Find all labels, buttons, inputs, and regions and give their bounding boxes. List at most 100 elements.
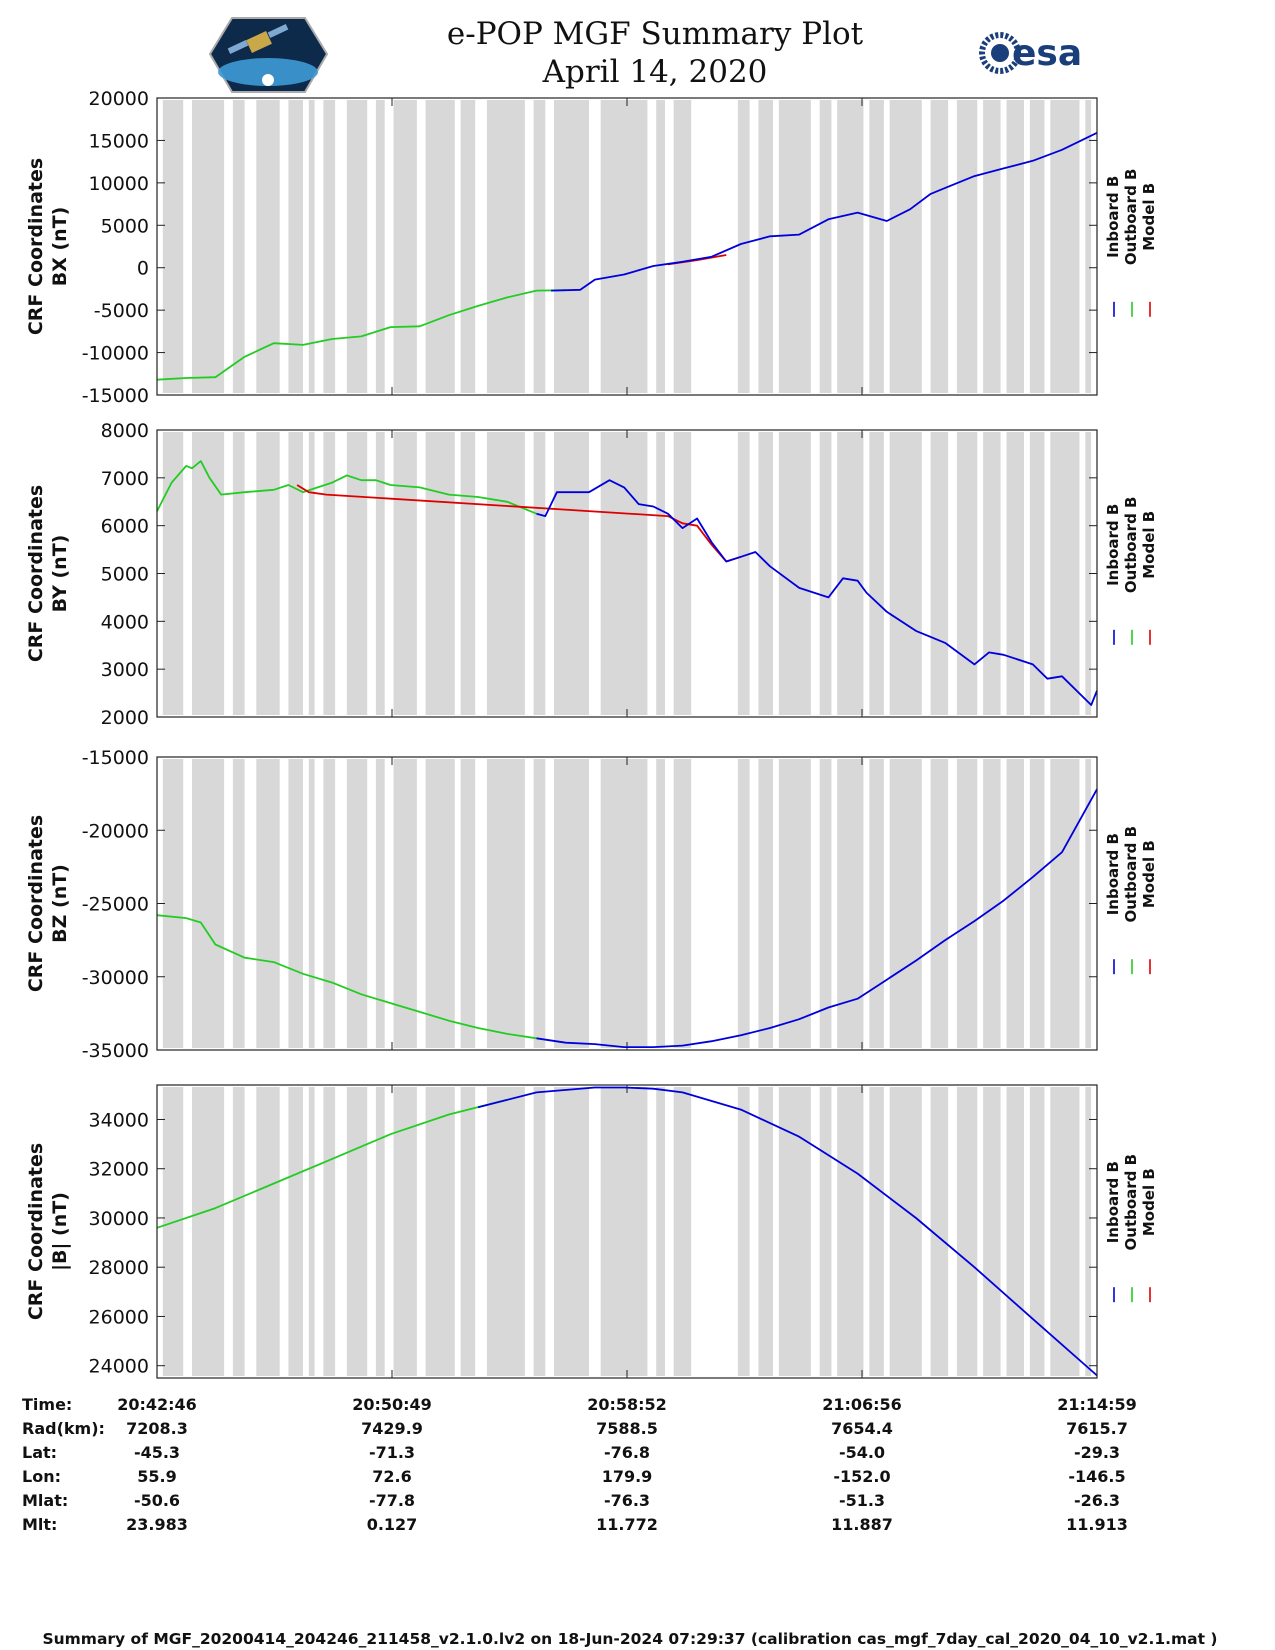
- y-tick-label: 32000: [89, 1159, 149, 1181]
- ephemeris-value: -54.0: [839, 1443, 885, 1462]
- gap-band: [737, 432, 750, 715]
- gap-band: [1085, 100, 1092, 393]
- gap-band: [819, 100, 832, 393]
- gap-band: [256, 759, 280, 1048]
- legend-label-inboard: Inboard B: [1104, 176, 1122, 258]
- gap-band: [837, 759, 864, 1048]
- plot-panels: 20000 15000 10000 5000 0 -5000 -10000 -15000 CRF…: [25, 88, 1158, 1379]
- ephemeris-value: -26.3: [1074, 1491, 1120, 1510]
- gap-band: [737, 1087, 750, 1376]
- gap-band: [673, 100, 692, 393]
- y-tick-label: -25000: [82, 894, 149, 916]
- ephemeris-value: 0.127: [367, 1515, 418, 1534]
- gap-band: [346, 432, 368, 715]
- legend-label-outboard: Outboard B: [1122, 1154, 1140, 1251]
- gap-band: [600, 1087, 648, 1376]
- y-tick-label: 4000: [101, 611, 149, 633]
- plot-frame: [156, 429, 1098, 718]
- legend-label-model: Model B: [1140, 840, 1158, 908]
- y-tick-label: 30000: [89, 1208, 149, 1230]
- gap-band: [930, 432, 949, 715]
- y-tick-label: 7000: [101, 468, 149, 490]
- gap-band: [1029, 1087, 1045, 1376]
- gap-band: [393, 100, 417, 393]
- legend-label-inboard: Inboard B: [1104, 504, 1122, 586]
- y-axis-label: CRF Coordinates: [25, 485, 47, 662]
- legend-label-model: Model B: [1140, 511, 1158, 579]
- y-axis-label: |B| (nT): [49, 1192, 71, 1271]
- gap-band: [930, 100, 949, 393]
- gap-band: [758, 100, 773, 393]
- y-tick-label: 2000: [101, 707, 149, 729]
- gap-band: [486, 759, 525, 1048]
- ephemeris-value: 7429.9: [361, 1419, 423, 1438]
- gap-band: [308, 1087, 315, 1376]
- gap-band: [673, 759, 692, 1048]
- series-outboard-b: [156, 289, 566, 381]
- gap-band: [232, 1087, 245, 1376]
- y-axis-label: CRF Coordinates: [25, 815, 47, 992]
- ephemeris-value: 20:58:52: [587, 1395, 667, 1414]
- ephemeris-value: -77.8: [369, 1491, 415, 1510]
- gap-band: [375, 100, 385, 393]
- ephemeris-value: -152.0: [833, 1467, 890, 1486]
- gap-band: [869, 100, 884, 393]
- y-tick-label: 28000: [89, 1257, 149, 1279]
- ephemeris-row-label: Rad(km):: [22, 1419, 105, 1438]
- y-tick-label: 6000: [101, 516, 149, 538]
- gap-band: [192, 100, 225, 393]
- y-tick-label: -15000: [82, 385, 149, 407]
- footer-caption: Summary of MGF_20200414_204246_211458_v2…: [42, 1630, 1217, 1648]
- gap-band: [232, 759, 245, 1048]
- gap-band: [778, 432, 811, 715]
- gap-band: [837, 100, 864, 393]
- y-tick-label: -5000: [94, 300, 149, 322]
- ephemeris-value: 7588.5: [596, 1419, 658, 1438]
- ephemeris-value: -50.6: [134, 1491, 180, 1510]
- ephemeris-value: -146.5: [1068, 1467, 1125, 1486]
- gap-band: [837, 432, 864, 715]
- gap-band: [819, 432, 832, 715]
- legend-label-model: Model B: [1140, 183, 1158, 251]
- gap-band: [288, 1087, 303, 1376]
- esa-logo-text: esa: [1012, 33, 1082, 74]
- panel-2: 8000 7000 6000 5000 4000 3000 2000 CRF Coordina…: [25, 420, 1158, 729]
- panel-4: 34000 32000 30000 28000 26000 24000 CRF Coordi…: [25, 1084, 1158, 1379]
- gap-band: [162, 1087, 184, 1376]
- gap-band: [656, 432, 665, 715]
- gap-band: [889, 759, 922, 1048]
- gap-band: [869, 432, 884, 715]
- ephemeris-value: 21:14:59: [1057, 1395, 1137, 1414]
- y-axis-label: BY (nT): [49, 535, 71, 613]
- gap-band: [778, 759, 811, 1048]
- gap-band: [425, 432, 455, 715]
- gap-band: [656, 1087, 665, 1376]
- gap-band: [425, 100, 455, 393]
- gap-band: [256, 432, 280, 715]
- gap-band: [673, 1087, 692, 1376]
- ephemeris-row-label: Time:: [22, 1395, 72, 1414]
- gap-band: [1050, 432, 1080, 715]
- gap-band: [192, 1087, 225, 1376]
- gap-band: [600, 432, 648, 715]
- y-tick-label: -20000: [82, 820, 149, 842]
- ephemeris-value: -76.8: [604, 1443, 650, 1462]
- gap-band: [673, 432, 692, 715]
- series-outboard-b: [156, 1098, 508, 1229]
- gap-band: [232, 100, 245, 393]
- gap-band: [778, 100, 811, 393]
- plot-frame: [156, 97, 1098, 396]
- esa-logo: esa: [979, 32, 1082, 74]
- gap-band: [758, 759, 773, 1048]
- gap-band: [837, 1087, 864, 1376]
- legend-label-outboard: Outboard B: [1122, 826, 1140, 923]
- gap-band: [533, 100, 546, 393]
- y-tick-label: -10000: [82, 343, 149, 365]
- ephemeris-row-label: Mlt:: [22, 1515, 57, 1534]
- gap-band: [1029, 759, 1045, 1048]
- gap-band: [554, 432, 589, 715]
- y-tick-label: 5000: [101, 215, 149, 237]
- y-tick-label: 26000: [89, 1306, 149, 1328]
- ephemeris-value: -71.3: [369, 1443, 415, 1462]
